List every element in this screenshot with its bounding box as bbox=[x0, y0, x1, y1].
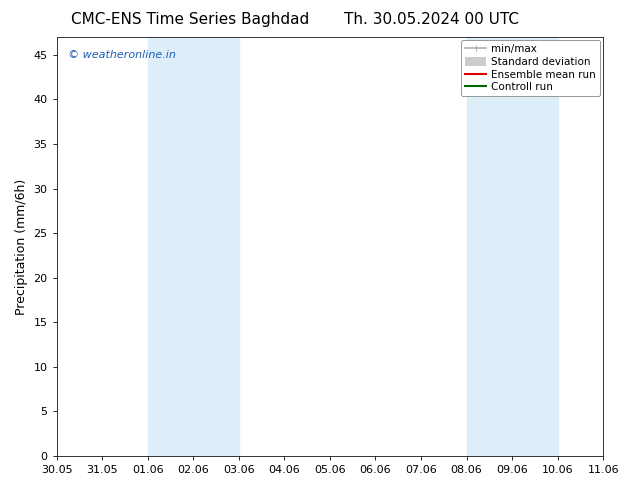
Text: © weatheronline.in: © weatheronline.in bbox=[68, 49, 176, 60]
Text: Th. 30.05.2024 00 UTC: Th. 30.05.2024 00 UTC bbox=[344, 12, 519, 27]
Y-axis label: Precipitation (mm/6h): Precipitation (mm/6h) bbox=[15, 178, 28, 315]
Bar bbox=[467, 37, 558, 456]
Text: CMC-ENS Time Series Baghdad: CMC-ENS Time Series Baghdad bbox=[71, 12, 309, 27]
Legend: min/max, Standard deviation, Ensemble mean run, Controll run: min/max, Standard deviation, Ensemble me… bbox=[461, 40, 600, 97]
Bar bbox=[148, 37, 239, 456]
